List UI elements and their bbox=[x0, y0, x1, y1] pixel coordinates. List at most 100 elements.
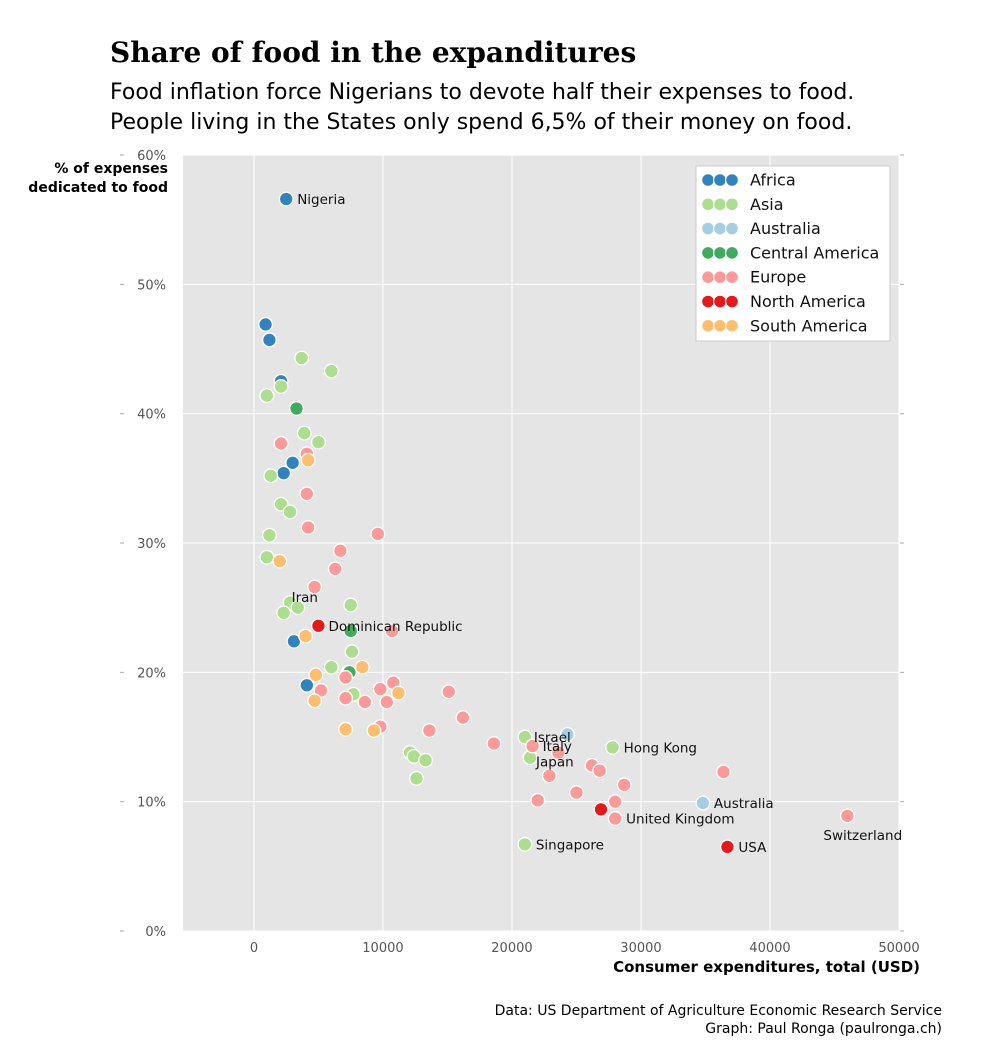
data-point bbox=[285, 455, 301, 471]
point-label: Switzerland bbox=[823, 828, 902, 844]
data-point bbox=[307, 693, 323, 709]
data-point bbox=[272, 553, 288, 569]
legend-marker bbox=[700, 245, 715, 260]
legend-label: Asia bbox=[750, 195, 784, 214]
point-label: Iran bbox=[292, 590, 318, 606]
data-point bbox=[338, 721, 354, 737]
legend-marker bbox=[700, 173, 715, 188]
data-point bbox=[541, 768, 557, 784]
chart-title: Share of food in the expanditures bbox=[110, 36, 637, 69]
data-point bbox=[296, 425, 312, 441]
data-point bbox=[338, 690, 354, 706]
data-point bbox=[441, 684, 457, 700]
data-point bbox=[300, 452, 316, 468]
data-point bbox=[308, 667, 324, 683]
data-point bbox=[261, 332, 277, 348]
y-tick-label: 30% bbox=[137, 537, 166, 552]
data-point bbox=[278, 191, 294, 207]
scatter-chart: 0% 10% 20% 30% 40% 50% 60% 0 10000 20000 30000 4000… bbox=[28, 149, 920, 976]
legend-marker bbox=[700, 221, 715, 236]
y-tick-label: 10% bbox=[137, 796, 166, 811]
data-point bbox=[525, 738, 541, 754]
legend-marker bbox=[712, 318, 727, 333]
legend-marker bbox=[712, 197, 727, 212]
data-point bbox=[273, 379, 289, 394]
data-point bbox=[354, 659, 370, 675]
legend-marker bbox=[700, 270, 715, 285]
y-tick-label: 50% bbox=[137, 278, 166, 293]
point-label: Hong Kong bbox=[624, 740, 697, 756]
x-tick-label: 20000 bbox=[491, 941, 532, 956]
legend-marker bbox=[712, 294, 727, 309]
x-tick-label: 40000 bbox=[749, 941, 790, 956]
credits: Data: US Department of Agriculture Econo… bbox=[495, 1002, 942, 1038]
data-point bbox=[716, 764, 731, 780]
data-point bbox=[390, 685, 406, 701]
legend-marker bbox=[724, 318, 739, 333]
data-point bbox=[517, 836, 533, 852]
data-point bbox=[607, 811, 623, 826]
data-point bbox=[289, 401, 304, 416]
point-label: Israel bbox=[534, 730, 571, 746]
legend-marker bbox=[712, 245, 727, 260]
legend-marker bbox=[724, 294, 739, 309]
data-point bbox=[486, 736, 502, 751]
legend-label: Africa bbox=[750, 171, 796, 190]
chart-subtitle: Food inflation force Nigerians to devote… bbox=[110, 78, 990, 138]
data-point bbox=[372, 681, 388, 697]
legend-marker bbox=[712, 173, 727, 188]
data-point bbox=[384, 623, 400, 639]
point-label: Singapore bbox=[536, 837, 604, 853]
data-source-credit: Data: US Department of Agriculture Econo… bbox=[494, 1003, 942, 1019]
data-point bbox=[327, 561, 343, 577]
data-point bbox=[605, 739, 621, 755]
legend-marker bbox=[712, 270, 727, 285]
legend-label: Central America bbox=[750, 243, 879, 262]
data-point bbox=[332, 543, 348, 559]
legend-marker bbox=[724, 173, 739, 188]
x-tick-label: 30000 bbox=[620, 941, 661, 956]
point-label: Nigeria bbox=[297, 192, 345, 208]
legend-marker bbox=[724, 197, 739, 212]
data-point bbox=[258, 316, 274, 332]
data-point bbox=[300, 520, 316, 535]
data-point bbox=[323, 659, 339, 675]
data-point bbox=[323, 363, 339, 379]
legend-marker bbox=[724, 221, 739, 236]
point-label: Dominican Republic bbox=[328, 619, 462, 635]
data-point bbox=[839, 808, 855, 824]
data-point bbox=[259, 388, 275, 404]
data-point bbox=[366, 723, 382, 738]
legend-marker bbox=[700, 318, 715, 333]
y-tick-label: 20% bbox=[137, 666, 166, 681]
data-point bbox=[311, 618, 326, 634]
point-label: Australia bbox=[714, 796, 774, 812]
legend-marker bbox=[724, 270, 739, 285]
legend-label: North America bbox=[750, 292, 866, 311]
data-point bbox=[421, 723, 437, 738]
data-point bbox=[273, 435, 289, 451]
x-axis-label: Consumer expenditures, total (USD) bbox=[613, 958, 920, 976]
point-label: USA bbox=[738, 840, 767, 856]
y-axis-label: dedicated to food bbox=[28, 180, 168, 196]
data-point bbox=[259, 549, 275, 565]
y-axis-label: % of expenses bbox=[54, 161, 168, 177]
data-point bbox=[455, 710, 471, 726]
data-point bbox=[290, 600, 306, 616]
data-point bbox=[530, 792, 546, 808]
graph-author-credit: Graph: Paul Ronga (paulronga.ch) bbox=[705, 1021, 942, 1037]
legend-label: Europe bbox=[750, 268, 806, 287]
legend-marker bbox=[700, 294, 715, 309]
legend-label: South America bbox=[750, 316, 868, 335]
data-point bbox=[607, 794, 623, 810]
data-point bbox=[344, 644, 360, 660]
data-point bbox=[276, 465, 292, 481]
data-point bbox=[616, 777, 632, 793]
point-label: United Kingdom bbox=[626, 811, 734, 827]
legend-label: Australia bbox=[750, 219, 821, 238]
data-point bbox=[695, 795, 711, 811]
data-point bbox=[593, 801, 609, 817]
data-point bbox=[370, 526, 386, 542]
data-point bbox=[298, 628, 314, 644]
data-point bbox=[261, 527, 277, 543]
